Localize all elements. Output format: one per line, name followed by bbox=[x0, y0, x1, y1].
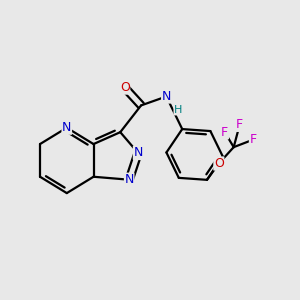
Text: N: N bbox=[162, 90, 171, 103]
Text: O: O bbox=[120, 81, 130, 94]
Text: F: F bbox=[236, 118, 243, 131]
Text: F: F bbox=[221, 126, 228, 139]
Text: N: N bbox=[134, 146, 143, 160]
Text: N: N bbox=[124, 173, 134, 186]
Text: O: O bbox=[214, 157, 224, 170]
Text: F: F bbox=[250, 133, 256, 146]
Text: H: H bbox=[174, 105, 182, 115]
Text: N: N bbox=[62, 121, 71, 134]
